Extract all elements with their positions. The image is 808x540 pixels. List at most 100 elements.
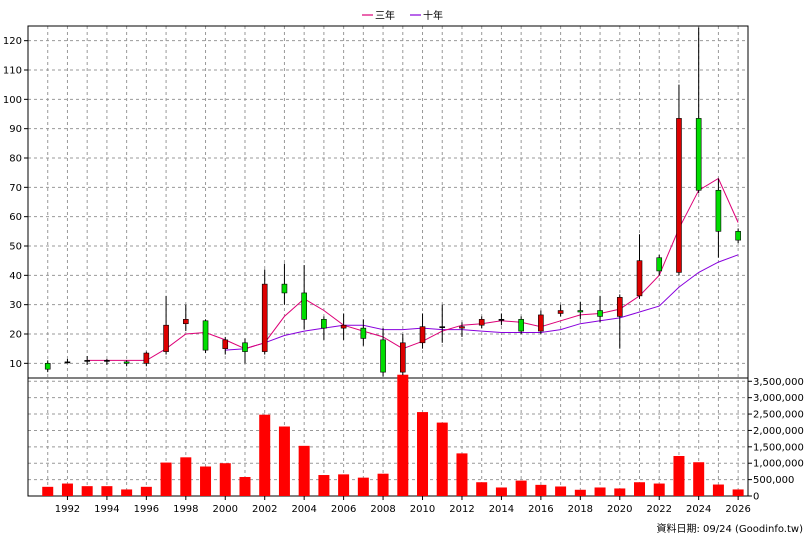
volume-tick-label: 2,000,000: [753, 426, 804, 437]
volume-bar: [515, 480, 527, 496]
price-tick-label: 80: [9, 154, 22, 165]
price-tick-label: 120: [3, 36, 22, 47]
volume-bar: [318, 475, 330, 496]
candlestick: [321, 316, 327, 340]
price-tick-label: 70: [9, 183, 22, 194]
candle-body: [459, 326, 465, 329]
volume-bar: [140, 486, 152, 496]
candlestick: [498, 313, 505, 326]
volume-bar: [239, 476, 251, 496]
volume-tick-label: 0: [753, 492, 759, 503]
candlestick: [656, 254, 663, 276]
year-tick-label: 2012: [449, 504, 474, 515]
volume-bar: [278, 426, 290, 496]
volume-tick-label: 500,000: [753, 475, 794, 486]
candle-body: [419, 326, 426, 344]
candle-body: [715, 189, 722, 232]
candlestick: [340, 313, 347, 340]
volume-tick-label: 1,000,000: [753, 459, 804, 470]
candlestick: [616, 294, 623, 349]
candlestick: [281, 263, 288, 305]
year-tick-label: 2022: [647, 504, 672, 515]
candlestick: [123, 360, 130, 367]
candle-body: [183, 319, 189, 325]
volume-bar: [456, 453, 468, 496]
volume-bar: [200, 466, 212, 496]
candle-body: [616, 297, 623, 317]
candlestick: [84, 356, 90, 365]
volume-tick-label: 2,500,000: [753, 410, 804, 421]
volume-bar: [101, 486, 113, 496]
year-tick-label: 2020: [607, 504, 632, 515]
candlestick: [538, 310, 544, 334]
candlestick: [301, 265, 307, 330]
candlestick: [735, 228, 741, 244]
candlestick: [163, 295, 169, 355]
year-tick-label: 1996: [134, 504, 159, 515]
candle-body: [478, 319, 485, 326]
volume-bars: [42, 374, 744, 496]
candle-body: [104, 360, 110, 362]
year-tick-label: 2004: [291, 504, 316, 515]
candle-body: [222, 339, 229, 349]
year-tick-label: 2024: [686, 504, 711, 515]
candle-body: [360, 327, 367, 339]
candle-body: [597, 310, 603, 317]
source-footer: 資料日期: 09/24 (Goodinfo.tw): [656, 522, 803, 535]
candlestick: [695, 27, 702, 194]
volume-tick-label: 3,000,000: [753, 393, 804, 404]
candlestick: [518, 316, 524, 334]
candlestick: [261, 269, 268, 355]
legend: 三年 十年: [362, 9, 443, 22]
volume-bar: [712, 484, 724, 496]
candlestick: [597, 295, 603, 323]
price-tick-label: 10: [9, 359, 22, 370]
candlestick: [202, 319, 209, 354]
candlestick: [459, 322, 465, 337]
candle-body: [577, 310, 584, 313]
price-tick-label: 60: [9, 212, 22, 223]
volume-bar: [634, 482, 646, 496]
candlestick: [478, 316, 485, 329]
price-tick-label: 110: [3, 66, 22, 77]
volume-bar: [357, 477, 369, 496]
legend-label-three-year: 三年: [375, 9, 395, 22]
year-tick-label: 2006: [331, 504, 356, 515]
volume-bar: [436, 422, 448, 496]
candlestick: [676, 84, 682, 276]
candle-body: [439, 326, 446, 328]
year-tick-label: 2000: [213, 504, 238, 515]
candle-body: [123, 361, 130, 364]
volume-bar: [653, 483, 665, 496]
volume-bar: [594, 487, 606, 496]
candle-body: [64, 361, 71, 364]
candlestick: [44, 360, 51, 373]
year-tick-label: 2018: [568, 504, 593, 515]
candlestick: [557, 304, 564, 317]
candle-body: [656, 257, 663, 272]
volume-bar: [219, 463, 231, 496]
candle-body: [399, 342, 406, 373]
legend-label-ten-year: 十年: [423, 9, 443, 22]
candlesticks: [44, 27, 741, 377]
ten-year-line: [225, 254, 739, 351]
volume-bar: [495, 487, 507, 496]
candlestick: [439, 304, 446, 343]
volume-bar: [377, 473, 389, 496]
price-tick-label: 100: [3, 95, 22, 106]
candlestick: [715, 178, 722, 258]
price-tick-label: 40: [9, 271, 22, 282]
candlestick: [636, 234, 643, 299]
volume-bar: [81, 486, 93, 496]
volume-bar: [61, 483, 73, 496]
volume-bar: [673, 456, 685, 496]
price-tick-label: 50: [9, 242, 22, 253]
volume-bar: [259, 414, 271, 496]
year-tick-label: 2016: [528, 504, 553, 515]
candlestick: [242, 338, 248, 364]
candle-body: [735, 231, 741, 241]
price-tick-label: 20: [9, 330, 22, 341]
axes: [24, 25, 752, 500]
candlestick: [183, 304, 189, 332]
